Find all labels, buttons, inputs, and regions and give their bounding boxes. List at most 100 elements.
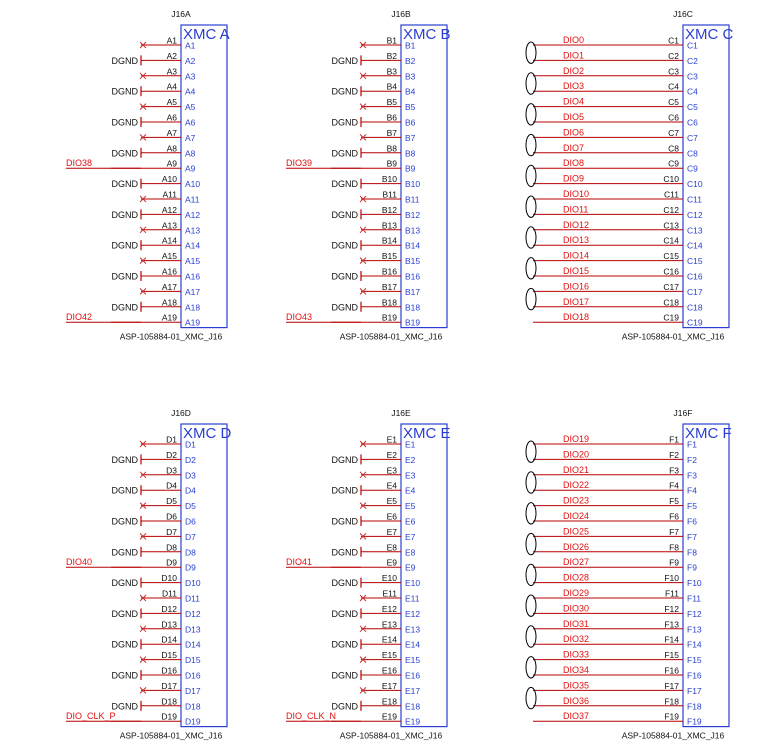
pin-a15: A15 A15 xyxy=(139,251,200,266)
pin-name: B5 xyxy=(405,102,416,112)
pin-e17: E17 E17 xyxy=(359,681,420,696)
pin-name: E9 xyxy=(405,563,416,573)
diff-pair-icon xyxy=(525,103,537,126)
no-connect-icon xyxy=(359,533,367,540)
pin-number: F18 xyxy=(664,696,679,706)
pin-name: C5 xyxy=(687,102,698,112)
pin-number: F3 xyxy=(669,465,679,475)
pin-number: E18 xyxy=(382,696,397,706)
pin-d11: D11 D11 xyxy=(139,589,200,604)
no-connect-icon xyxy=(139,687,147,694)
pin-d17: D17 D17 xyxy=(139,681,201,696)
pin-number: C12 xyxy=(663,205,679,215)
pin-a7: A7 A7 xyxy=(139,128,196,143)
pin-c6: C6 C6 DIO5 xyxy=(533,112,698,128)
pin-number: D11 xyxy=(162,589,177,599)
ref-designator: J16F xyxy=(674,408,693,418)
dgnd-label: DGND xyxy=(332,701,359,711)
pin-b18: B18 B18 DGND xyxy=(332,297,421,312)
dgnd-label: DGND xyxy=(332,56,359,66)
pin-number: A2 xyxy=(167,51,178,61)
pin-name: B13 xyxy=(405,225,420,235)
no-connect-icon xyxy=(139,103,147,110)
pin-number: F13 xyxy=(664,619,679,629)
pin-number: C5 xyxy=(668,97,679,107)
pin-c10: C10 C10 DIO9 xyxy=(533,174,703,189)
pin-d8: D8 D8 DGND xyxy=(112,542,197,557)
no-connect-icon xyxy=(359,440,367,448)
pin-number: B8 xyxy=(387,143,398,153)
pin-name: C7 xyxy=(687,133,698,143)
pin-number: A4 xyxy=(167,82,178,92)
pin-number: D16 xyxy=(161,666,177,676)
no-connect-icon xyxy=(139,625,147,633)
no-connect-icon xyxy=(359,103,367,110)
dgnd-label: DGND xyxy=(112,148,139,158)
dgnd-label: DGND xyxy=(332,671,359,681)
pin-d6: D6 D6 DGND xyxy=(112,512,197,527)
net-label: DIO26 xyxy=(563,542,589,552)
pin-name: D17 xyxy=(185,686,201,696)
pin-name: E16 xyxy=(405,671,420,681)
pin-c19: C19 C19 DIO18 xyxy=(533,312,703,328)
pin-a4: A4 A4 DGND xyxy=(112,82,196,97)
pin-number: F11 xyxy=(665,589,679,599)
pin-name: B10 xyxy=(405,179,420,189)
pin-a13: A13 A13 xyxy=(139,220,200,235)
pin-b19: B19 B19 DIO43 xyxy=(286,312,420,328)
no-connect-icon xyxy=(359,656,367,663)
pin-number: E3 xyxy=(387,465,398,475)
pin-number: C17 xyxy=(663,282,679,292)
pin-b1: B1 B1 xyxy=(359,36,416,51)
diff-pair-icon xyxy=(525,41,537,64)
net-label: DIO28 xyxy=(563,573,589,583)
pin-number: E8 xyxy=(387,542,398,552)
pin-f17: F17 F17 DIO35 xyxy=(533,680,702,696)
dgnd-label: DGND xyxy=(332,455,359,465)
dgnd-label: DGND xyxy=(332,118,359,128)
pin-number: D3 xyxy=(166,465,177,475)
pin-name: C9 xyxy=(687,164,698,174)
pin-name: D8 xyxy=(185,547,196,557)
diff-pair-icon xyxy=(525,133,537,157)
pin-number: B10 xyxy=(382,174,397,184)
pin-number: C6 xyxy=(668,113,679,123)
pin-number: E14 xyxy=(382,635,397,645)
no-connect-icon xyxy=(359,471,367,479)
no-connect-icon xyxy=(359,257,367,264)
pin-name: E4 xyxy=(405,486,416,496)
pin-name: A3 xyxy=(185,71,196,81)
pin-name: A11 xyxy=(185,195,200,205)
pin-number: C7 xyxy=(668,128,679,138)
pin-name: A17 xyxy=(185,287,200,297)
connector-body xyxy=(682,24,730,329)
pin-c13: C13 C13 DIO12 xyxy=(533,220,703,235)
no-connect-icon xyxy=(139,656,147,663)
pin-name: D11 xyxy=(185,594,200,604)
pin-e1: E1 E1 xyxy=(359,435,416,450)
pin-name: E1 xyxy=(405,440,416,450)
pin-number: F15 xyxy=(664,650,679,660)
pin-name: A8 xyxy=(185,148,196,158)
pin-e19: E19 E19 DIO_CLK_N xyxy=(286,711,420,727)
diff-pair-icon xyxy=(525,656,537,679)
pin-name: A9 xyxy=(185,164,196,174)
pin-b15: B15 B15 xyxy=(359,251,420,266)
pin-number: A15 xyxy=(162,251,177,261)
pin-number: A13 xyxy=(162,220,177,230)
pin-name: B2 xyxy=(405,56,416,66)
pin-number: B2 xyxy=(387,51,398,61)
pin-name: B12 xyxy=(405,210,420,220)
pin-name: D1 xyxy=(185,440,196,450)
pin-number: D8 xyxy=(166,542,177,552)
no-connect-icon xyxy=(139,134,147,141)
no-connect-icon xyxy=(139,533,147,540)
net-label: DIO30 xyxy=(563,603,589,613)
pin-name: D9 xyxy=(185,563,196,573)
pin-number: A17 xyxy=(162,282,177,292)
pin-b2: B2 B2 DGND xyxy=(332,51,416,66)
net-label: DIO_CLK_N xyxy=(286,711,336,721)
part-number: ASP-105884-01_XMC_J16 xyxy=(340,332,443,342)
pin-name: C2 xyxy=(687,56,698,66)
pin-number: B13 xyxy=(382,220,397,230)
